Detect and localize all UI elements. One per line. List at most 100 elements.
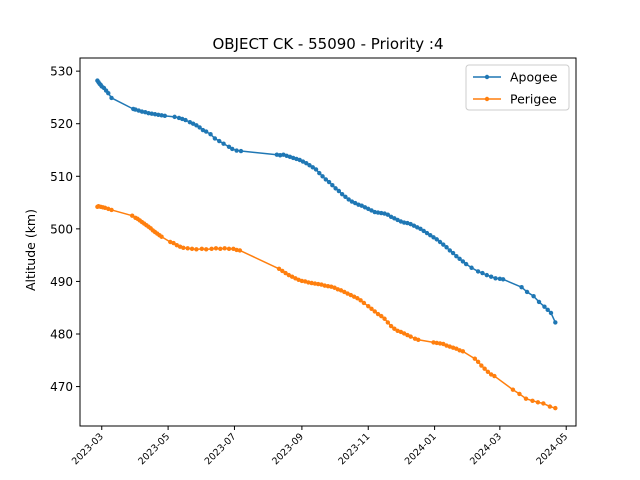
perigee-data-point (517, 391, 522, 397)
apogee-data-point (524, 289, 530, 295)
apogee-data-point (313, 167, 319, 172)
y-tick-label: 490 (50, 275, 73, 289)
apogee-data-point (457, 256, 462, 262)
perigee-data-point (372, 309, 377, 314)
apogee-data-point (203, 129, 209, 134)
apogee-data-point (277, 153, 283, 158)
apogee-data-point (317, 170, 322, 176)
apogee-data-point (375, 210, 381, 215)
perigee-data-point (218, 246, 223, 252)
perigee-data-point (338, 288, 344, 293)
perigee-data-point (289, 274, 295, 279)
apogee-data-point (421, 228, 426, 234)
apogee-data-point (395, 217, 400, 223)
perigee-data-point (299, 278, 305, 284)
perigee-data-point (226, 246, 232, 252)
perigee-data-point (369, 306, 374, 311)
apogee-data-point (497, 276, 503, 281)
apogee-data-point (152, 112, 158, 117)
apogee-data-point (208, 132, 213, 137)
perigee-data-point (283, 270, 288, 276)
apogee-data-point (349, 199, 355, 204)
apogee-data-point (197, 125, 202, 130)
chart-title: OBJECT CK - 55090 - Priority :4 (212, 35, 443, 53)
perigee-data-point (316, 281, 321, 287)
apogee-data-point (469, 265, 474, 270)
apogee-data-point (200, 127, 206, 133)
apogee-data-point (372, 209, 377, 215)
perigee-data-point (488, 372, 494, 377)
apogee-data-point (343, 194, 348, 199)
perigee-data-point (366, 303, 371, 309)
perigee-data-point (475, 359, 481, 365)
perigee-data-point (293, 276, 298, 281)
apogee-data-point (379, 210, 384, 216)
apogee-data-point (217, 138, 222, 144)
y-axis: 470 480 490 500 510 520 530 (50, 65, 80, 394)
perigee-data-point (159, 234, 164, 239)
apogee-data-point (333, 186, 338, 191)
y-tick-label: 520 (50, 117, 73, 131)
perigee-data-point (454, 346, 459, 351)
perigee-data-point (523, 396, 529, 401)
perigee-data-point (358, 298, 363, 303)
apogee-data-point (307, 163, 312, 168)
legend-perigee-label: Perigee (510, 92, 557, 107)
perigee-data-point (530, 398, 535, 403)
apogee-data-point (500, 277, 506, 282)
apogee-data-point (162, 113, 168, 119)
perigee-data-point (547, 404, 553, 409)
apogee-data-point (238, 148, 244, 154)
apogee-data-point (401, 220, 407, 225)
apogee-data-point (339, 191, 345, 197)
apogee-data-point (545, 307, 550, 313)
apogee-data-point (366, 206, 371, 212)
y-tick-label: 500 (50, 222, 73, 236)
apogee-data-point (159, 113, 164, 118)
perigee-data-point (286, 272, 292, 278)
apogee-data-point (388, 214, 394, 219)
apogee-data-point (519, 285, 524, 290)
legend-perigee-marker (484, 96, 490, 102)
apogee-data-point (212, 136, 218, 141)
perigee-data-point (332, 285, 337, 290)
apogee-data-point (447, 248, 453, 253)
legend: Apogee Perigee (465, 64, 570, 111)
y-tick-label: 530 (50, 65, 73, 79)
apogee-data-point (454, 253, 459, 259)
apogee-data-point (234, 148, 239, 153)
y-tick-label: 480 (50, 328, 73, 342)
apogee-data-point (323, 177, 329, 182)
perigee-data-point (460, 349, 466, 354)
apogee-data-point (408, 221, 413, 227)
perigee-data-point (348, 292, 354, 298)
perigee-data-point (203, 247, 209, 252)
perigee-data-point (325, 283, 331, 289)
apogee-data-point (414, 225, 420, 230)
perigee-data-point (416, 337, 421, 342)
perigee-data-point (189, 246, 195, 252)
apogee-data-point (434, 237, 439, 242)
perigee-data-point (342, 289, 347, 295)
apogee-data-point (480, 270, 485, 276)
apogee-data-point (106, 91, 111, 96)
apogee-data-point (226, 144, 232, 150)
apogee-data-point (424, 230, 430, 236)
perigee-data-point (209, 246, 214, 252)
perigee-data-point (280, 268, 285, 274)
apogee-data-point (274, 152, 280, 157)
apogee-data-point (221, 141, 226, 146)
perigee-data-point (388, 323, 394, 329)
apogee-data-point (297, 157, 302, 163)
perigee-data-point (237, 248, 243, 253)
perigee-data-point (199, 246, 205, 252)
perigee-data-point (351, 294, 357, 299)
apogee-data-point (484, 272, 490, 278)
apogee-data-point (156, 112, 161, 117)
apogee-data-point (194, 123, 199, 128)
perigee-data-point (408, 334, 413, 339)
apogee-data-point (304, 160, 309, 166)
perigee-data-point (479, 363, 484, 368)
apogee-data-point (531, 293, 536, 299)
y-tick-label: 510 (50, 170, 73, 184)
